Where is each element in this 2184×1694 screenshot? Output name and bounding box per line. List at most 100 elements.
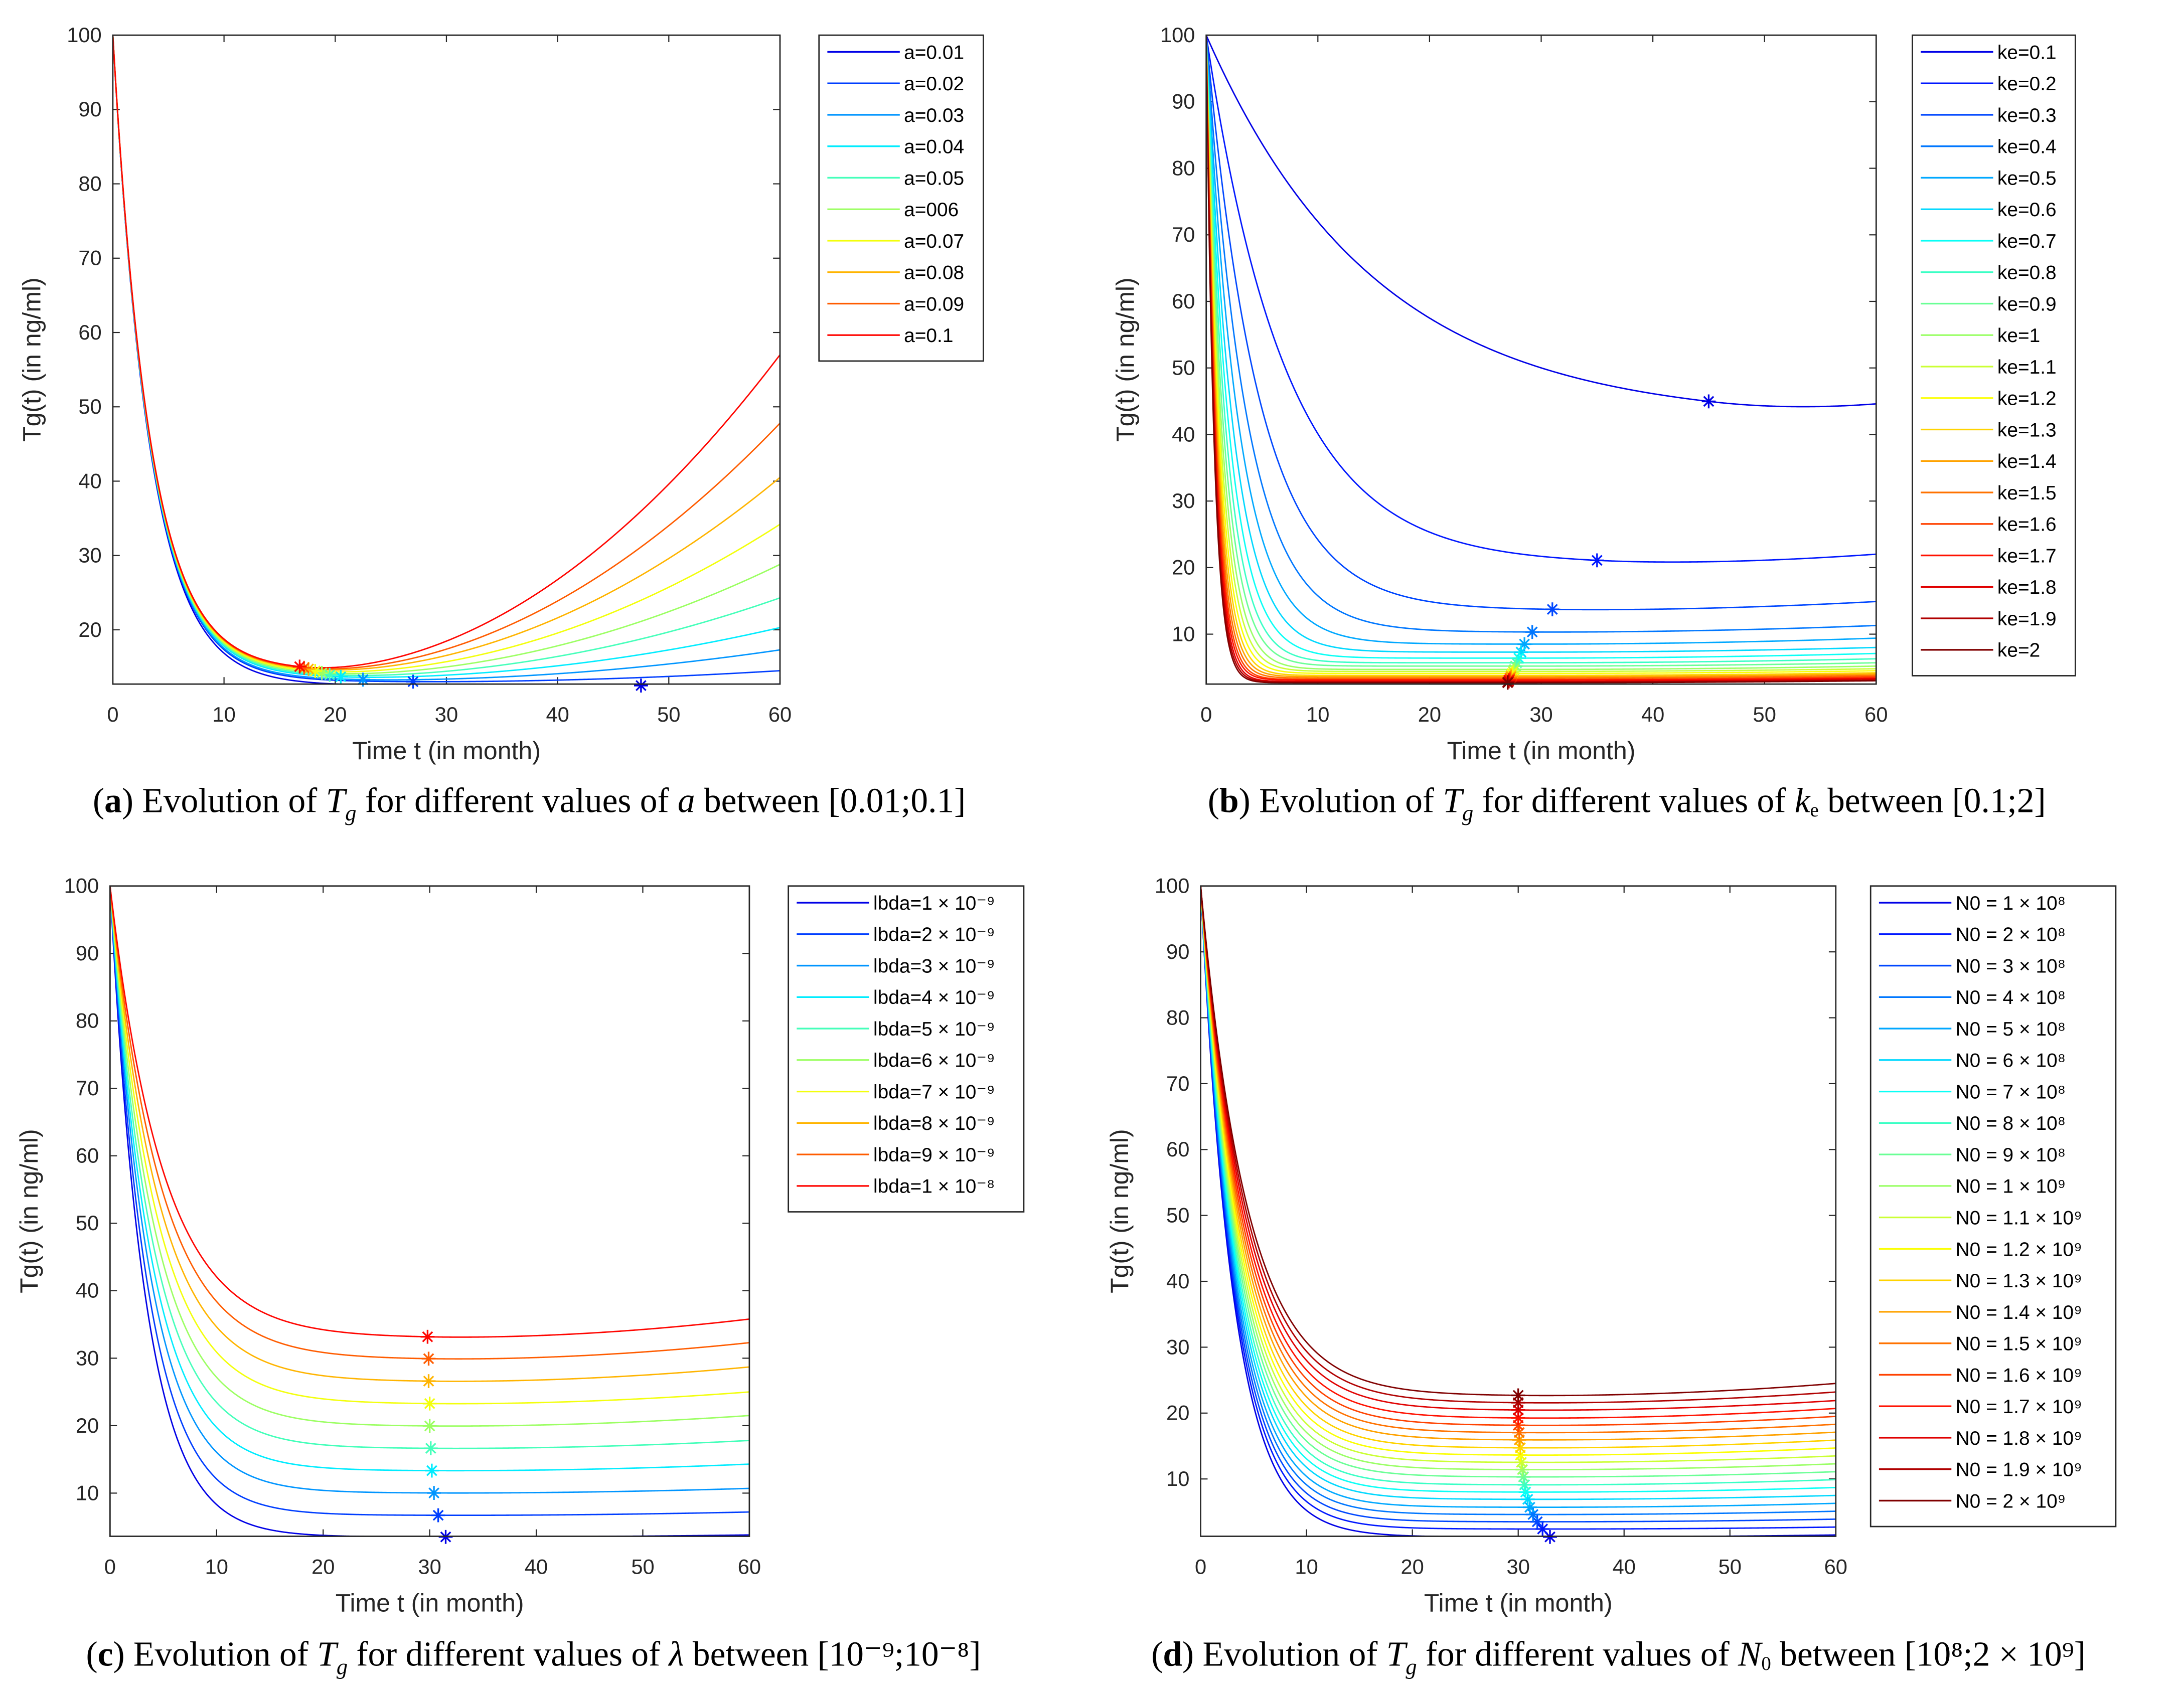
y-tick-label: 100 — [67, 23, 101, 47]
legend-item: ke=1.3 — [1921, 419, 2057, 441]
legend-item: a=0.01 — [827, 42, 964, 63]
star-stroke — [1524, 1501, 1535, 1513]
legend-item: N0 = 1.3 × 10⁹ — [1879, 1270, 2082, 1292]
x-tick-label: 10 — [1295, 1555, 1318, 1578]
legend-label: ke=1.9 — [1997, 608, 2057, 630]
legend-item: a=0.07 — [827, 231, 964, 252]
caption-symbol: T — [317, 1635, 339, 1674]
legend-label: N0 = 1.4 × 10⁹ — [1956, 1302, 2082, 1323]
y-tick-label: 50 — [76, 1211, 99, 1235]
min-markers — [420, 1329, 453, 1544]
star-stroke — [428, 1487, 440, 1498]
legend-label: ke=0.3 — [1997, 105, 2057, 126]
legend-label: ke=1.5 — [1997, 482, 2057, 504]
legend-label: ke=0.6 — [1997, 199, 2057, 221]
legend-label: N0 = 1.1 × 10⁹ — [1956, 1208, 2082, 1229]
legend-item: N0 = 1.5 × 10⁹ — [1879, 1333, 2082, 1355]
x-tick-label: 10 — [212, 703, 235, 726]
x-tick-label: 50 — [657, 703, 680, 726]
legend-item: N0 = 2 × 10⁹ — [1879, 1490, 2066, 1512]
min-star-marker — [431, 1508, 445, 1522]
legend-item: lbda=8 × 10⁻⁹ — [797, 1113, 995, 1134]
legend-label: a=0.03 — [904, 105, 964, 126]
min-markers — [1500, 394, 1716, 690]
legend-item: N0 = 3 × 10⁸ — [1879, 955, 2066, 977]
legend-label: ke=1.4 — [1997, 451, 2057, 472]
legend-item: lbda=9 × 10⁻⁹ — [797, 1144, 995, 1166]
star-stroke — [426, 1465, 437, 1476]
legend-item: ke=1 — [1921, 325, 2040, 347]
y-tick-label: 100 — [1155, 874, 1189, 898]
x-tick-label: 50 — [631, 1555, 654, 1578]
star-stroke — [407, 676, 419, 688]
caption-close: ) — [122, 782, 142, 820]
x-tick-label: 10 — [1306, 703, 1329, 726]
legend-item: ke=1.1 — [1921, 357, 2057, 378]
series-line — [1206, 35, 1877, 659]
legend-label: ke=1.2 — [1997, 388, 2057, 410]
min-markers — [1511, 1388, 1557, 1544]
series-line — [112, 35, 780, 681]
star-stroke — [1515, 646, 1527, 658]
legend-item: ke=1.5 — [1921, 482, 2057, 504]
caption-label: c — [98, 1635, 113, 1674]
legend-label: a=0.01 — [904, 42, 964, 63]
min-star-marker — [1530, 1514, 1544, 1529]
caption-pre: Evolution of — [133, 1635, 317, 1674]
x-tick-label: 0 — [104, 1555, 116, 1578]
x-tick-label: 50 — [1719, 1555, 1742, 1578]
y-tick-label: 90 — [78, 97, 101, 121]
y-tick-label: 30 — [76, 1346, 99, 1370]
caption-symbol-sub: g — [345, 800, 356, 825]
legend-item: a=0.03 — [827, 105, 964, 126]
chart-c: 0 10 20 30 40 50 60 10 20 30 40 50 60 70 80 90 100 Time t… — [15, 874, 1025, 1679]
x-tick-label: 40 — [1613, 1555, 1636, 1578]
legend-item: N0 = 4 × 10⁸ — [1879, 987, 2066, 1008]
legend-label: N0 = 1.7 × 10⁹ — [1956, 1396, 2082, 1418]
x-tick-label: 0 — [1195, 1555, 1206, 1578]
min-star-marker — [425, 1463, 439, 1478]
min-star-marker — [1590, 553, 1604, 568]
legend-item: ke=0.6 — [1921, 199, 2057, 221]
caption-post: between [0.1;2] — [1819, 782, 2046, 820]
star-stroke — [357, 674, 369, 686]
y-tick-label: 80 — [76, 1009, 99, 1033]
caption: (c) Evolution of Tg for different values… — [86, 1635, 981, 1679]
caption-pre: Evolution of — [142, 782, 326, 820]
min-star-marker — [1535, 1522, 1550, 1536]
legend-item: lbda=5 × 10⁻⁹ — [797, 1019, 995, 1040]
legend-label: ke=0.7 — [1997, 231, 2057, 252]
caption-label: a — [104, 782, 122, 820]
caption-mid: for different values of — [348, 1635, 669, 1674]
legend: ke=0.1 ke=0.2 ke=0.3 ke=0.4 ke=0.5 ke=0.6 ke=0… — [1912, 34, 2076, 676]
legend-item: ke=0.5 — [1921, 167, 2057, 189]
series-line — [1200, 886, 1836, 1493]
caption-mid: for different values of — [1473, 782, 1794, 820]
x-axis-label: Time t (in month) — [336, 1589, 524, 1617]
series-lines — [1206, 35, 1877, 684]
y-tick-label: 20 — [1172, 556, 1195, 579]
y-tick-label: 50 — [1166, 1204, 1189, 1227]
star-stroke — [303, 663, 314, 674]
legend-item: lbda=4 × 10⁻⁹ — [797, 987, 995, 1008]
plot-area — [1206, 35, 1877, 685]
caption-param: a — [678, 782, 695, 820]
legend-label: N0 = 1 × 10⁸ — [1956, 893, 2066, 914]
legend-label: a=0.02 — [904, 73, 964, 95]
series-line — [1206, 35, 1877, 667]
x-tick-label: 30 — [1507, 1555, 1530, 1578]
legend-label: N0 = 6 × 10⁸ — [1956, 1050, 2066, 1072]
y-axis-label: Tg(t) (in ng/ml) — [18, 277, 46, 442]
y-tick-label: 50 — [1172, 356, 1195, 380]
x-tick-label: 50 — [1753, 703, 1776, 726]
legend-item: N0 = 1.8 × 10⁹ — [1879, 1428, 2082, 1449]
legend-label: a=0.05 — [904, 167, 964, 189]
axes-box — [1205, 34, 1877, 685]
star-stroke — [294, 661, 305, 672]
min-star-marker — [1701, 394, 1716, 409]
x-axis-label: Time t (in month) — [352, 737, 541, 765]
caption-symbol-sub: g — [337, 1654, 348, 1679]
legend-item: ke=0.2 — [1921, 73, 2057, 95]
caption-post: between [0.01;0.1] — [695, 782, 966, 820]
legend-item: N0 = 1.6 × 10⁹ — [1879, 1365, 2082, 1386]
